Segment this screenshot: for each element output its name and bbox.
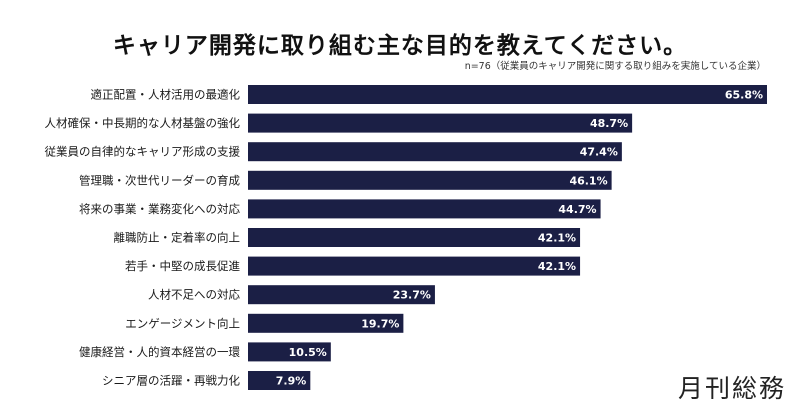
value-label: 46.1% bbox=[569, 174, 607, 187]
bar bbox=[248, 113, 633, 133]
value-label: 42.1% bbox=[538, 232, 576, 245]
bar bbox=[248, 256, 581, 276]
bar bbox=[248, 313, 404, 333]
bar bbox=[248, 342, 331, 362]
bar bbox=[248, 228, 581, 247]
category-label: 管理職・次世代リーダーの育成 bbox=[79, 173, 240, 187]
bar bbox=[248, 199, 601, 219]
bar bbox=[248, 285, 435, 305]
value-label: 23.7% bbox=[393, 289, 431, 302]
category-label: 人材不足への対応 bbox=[148, 288, 240, 302]
category-label: 離職防止・定着率の向上 bbox=[114, 231, 241, 245]
publisher-logo: 月刊総務 bbox=[677, 374, 786, 403]
bar bbox=[248, 170, 612, 190]
category-label: 人材確保・中長期的な人材基盤の強化 bbox=[45, 116, 241, 130]
bar bbox=[248, 142, 622, 162]
category-label: 適正配置・人材活用の最適化 bbox=[91, 88, 241, 102]
category-label: 従業員の自律的なキャリア形成の支援 bbox=[45, 145, 241, 159]
value-label: 19.7% bbox=[361, 317, 399, 330]
value-label: 44.7% bbox=[558, 203, 596, 216]
bar bbox=[248, 85, 767, 104]
chart-title: キャリア開発に取り組む主な目的を教えてください。 bbox=[112, 33, 688, 59]
category-label: エンゲージメント向上 bbox=[125, 316, 240, 330]
value-label: 47.4% bbox=[580, 146, 618, 159]
value-label: 10.5% bbox=[289, 346, 327, 359]
category-label: 将来の事業・業務変化への対応 bbox=[79, 202, 240, 216]
category-label: シニア層の活躍・再戦力化 bbox=[102, 374, 240, 388]
category-label: 健康経営・人的資本経営の一環 bbox=[79, 345, 240, 359]
chart-subtitle: n=76（従業員のキャリア開発に関する取り組みを実施している企業） bbox=[464, 61, 766, 72]
bar bbox=[248, 371, 311, 390]
value-label: 7.9% bbox=[276, 375, 307, 388]
value-label: 42.1% bbox=[538, 260, 576, 273]
category-label: 若手・中堅の成長促進 bbox=[125, 259, 240, 273]
value-label: 48.7% bbox=[590, 117, 628, 130]
value-label: 65.8% bbox=[725, 89, 763, 102]
